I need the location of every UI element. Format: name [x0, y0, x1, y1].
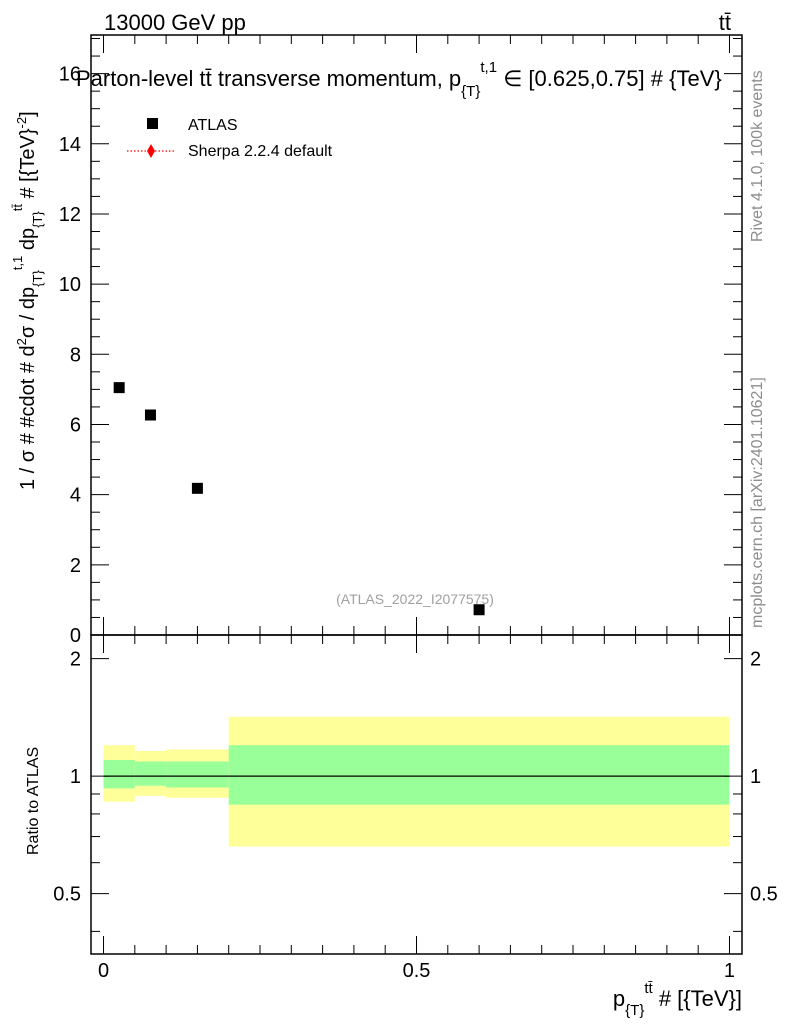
- ratio-y-tick-label-left: 1: [70, 766, 81, 788]
- legend-atlas-marker: [147, 118, 158, 129]
- atlas-data-point: [144, 409, 156, 421]
- ratio-y-tick-label-right: 1: [750, 766, 761, 788]
- main-y-axis-label: 1 / σ # #cdot # d2σ / dp{T}t,1 dp{T}tt̄ …: [10, 111, 45, 490]
- y-tick-label: 16: [59, 64, 81, 86]
- header-right: tt̄: [719, 10, 731, 35]
- header-left: 13000 GeV pp: [104, 10, 246, 35]
- y-tick-label: 12: [59, 204, 81, 226]
- x-tick-label: 0: [98, 960, 109, 982]
- ratio-ticks: [91, 635, 742, 954]
- ratio-panel: 0.5 0.51 12 2 Ratio to ATLAS 0 0.5 1 p{T}tt̄ …: [25, 634, 778, 1019]
- stat-uncertainty-band: [134, 761, 167, 786]
- atlas-data-point: [191, 482, 203, 494]
- x-tick-label: 1: [724, 960, 735, 982]
- stat-uncertainty-band: [103, 759, 135, 789]
- ratio-y-tick-label-right: 0.5: [750, 884, 778, 906]
- stat-uncertainty-band: [228, 745, 730, 805]
- y-tick-label: 2: [70, 555, 81, 577]
- rivet-label: Rivet 4.1.0, 100k events: [749, 70, 766, 242]
- stat-uncertainty-band: [166, 761, 229, 788]
- plot-title: Parton-level tt̄ transverse momentum, p{…: [76, 59, 722, 100]
- main-tick-labels: 0 2 4 6 8 10 12 14 16: [59, 64, 81, 647]
- atlas-data-point: [113, 382, 125, 394]
- legend-atlas-label: ATLAS: [188, 117, 238, 134]
- atlas-data-point: [473, 604, 485, 616]
- watermark-analysis-id: (ATLAS_2022_I2077575): [336, 591, 494, 607]
- main-ticks: [91, 35, 742, 636]
- y-tick-label: 10: [59, 274, 81, 296]
- main-data-points: [113, 382, 485, 616]
- ratio-y-tick-label-right: 2: [750, 649, 761, 671]
- x-tick-labels: 0 0.5 1: [98, 960, 735, 982]
- y-tick-label: 0: [70, 625, 81, 647]
- ratio-uncertainty-bands: [103, 716, 730, 847]
- x-tick-label: 0.5: [403, 960, 431, 982]
- y-tick-label: 8: [70, 344, 81, 366]
- main-panel: 0 2 4 6 8 10 12 14 16 (ATLAS_2022_I2077575) Part…: [10, 34, 743, 647]
- y-tick-label: 14: [59, 134, 81, 156]
- ratio-tick-labels: 0.5 0.5 1 1 2 2: [53, 649, 778, 906]
- y-tick-label: 4: [70, 485, 81, 507]
- legend-sherpa-label: Sherpa 2.2.4 default: [188, 143, 333, 160]
- ratio-y-tick-label-left: 2: [70, 649, 81, 671]
- ratio-y-tick-label-left: 0.5: [53, 884, 81, 906]
- y-tick-label: 6: [70, 414, 81, 436]
- mcplots-label: mcplots.cern.ch [arXiv:2401.10621]: [749, 377, 766, 628]
- legend-sherpa-marker: [147, 144, 155, 158]
- x-axis-label: p{T}tt̄ # [{TeV}]: [613, 980, 742, 1019]
- legend: ATLAS Sherpa 2.2.4 default: [127, 117, 333, 160]
- ratio-y-axis-label: Ratio to ATLAS: [25, 747, 42, 855]
